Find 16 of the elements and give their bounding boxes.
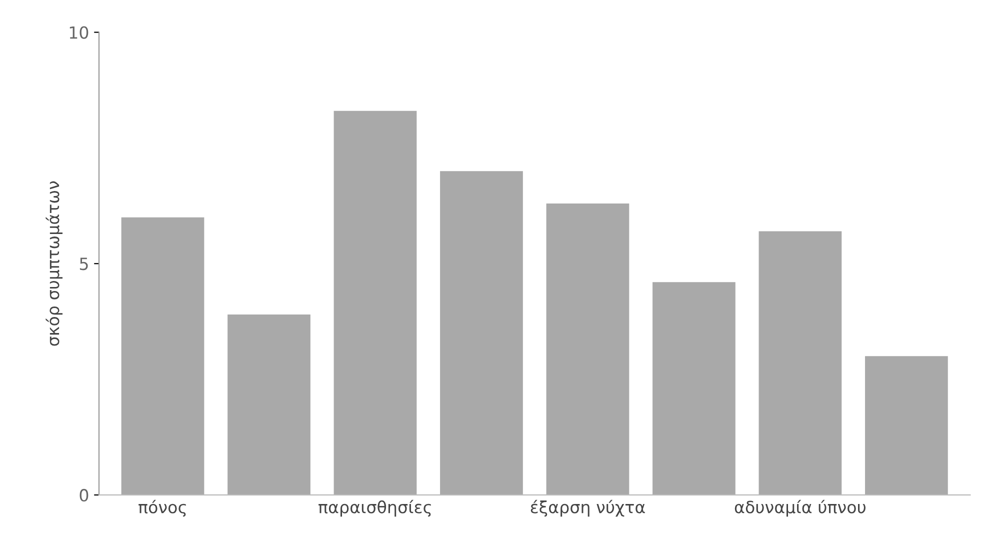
bar: [334, 110, 417, 495]
bar: [758, 231, 842, 495]
bar: [121, 217, 204, 495]
y-tick-label: 0: [80, 488, 88, 502]
bar: [440, 171, 523, 495]
bar: [652, 282, 736, 495]
y-tick-label: 10: [70, 26, 88, 39]
bar: [228, 314, 310, 495]
y-axis-title: σκόρ συμπτωμάτων: [46, 181, 63, 346]
y-tick-label: 5: [80, 258, 88, 270]
x-tick-label: αδυναμία ύπνου: [734, 500, 866, 517]
x-tick-label: έξαρση νύχτα: [530, 500, 645, 517]
x-tick-label: πόνος: [138, 500, 186, 517]
x-tick-label: παραισθησίες: [318, 500, 431, 517]
bar: [546, 203, 630, 495]
bar: [865, 356, 948, 495]
